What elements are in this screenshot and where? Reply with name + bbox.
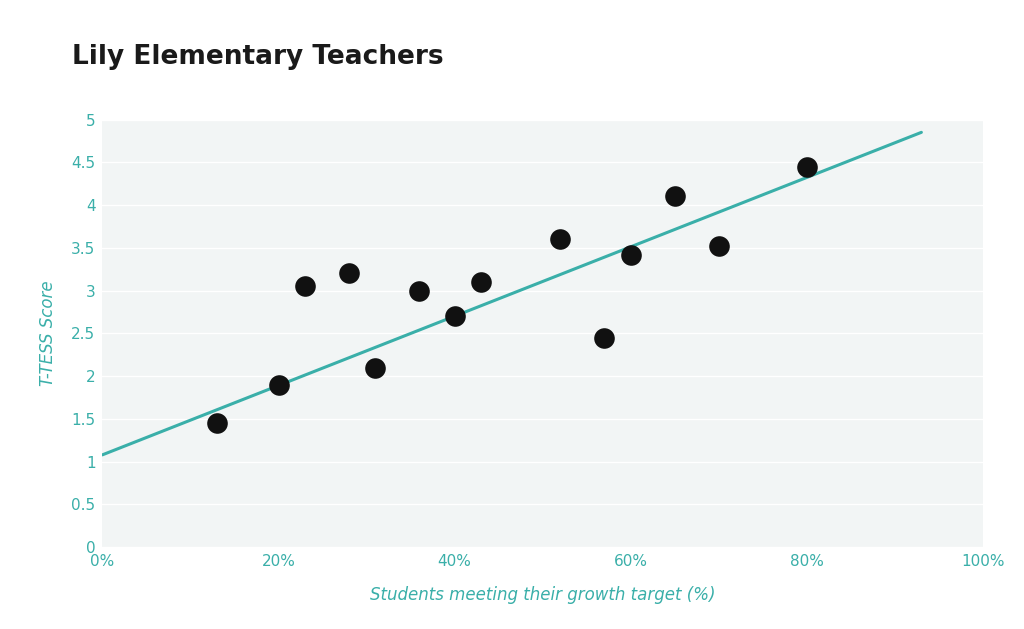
- Point: [667, 191, 683, 201]
- Point: [209, 418, 225, 428]
- Point: [368, 362, 384, 372]
- Point: [623, 250, 639, 260]
- Point: [270, 380, 287, 390]
- Point: [412, 286, 428, 296]
- Point: [799, 162, 815, 172]
- Y-axis label: T-TESS Score: T-TESS Score: [39, 281, 57, 386]
- Point: [711, 241, 727, 251]
- Point: [552, 234, 568, 244]
- Point: [446, 311, 463, 321]
- Text: Lily Elementary Teachers: Lily Elementary Teachers: [72, 44, 443, 70]
- X-axis label: Students meeting their growth target (%): Students meeting their growth target (%): [370, 586, 716, 604]
- Point: [341, 269, 357, 279]
- Point: [297, 281, 313, 291]
- Point: [596, 333, 612, 343]
- Point: [473, 277, 489, 287]
